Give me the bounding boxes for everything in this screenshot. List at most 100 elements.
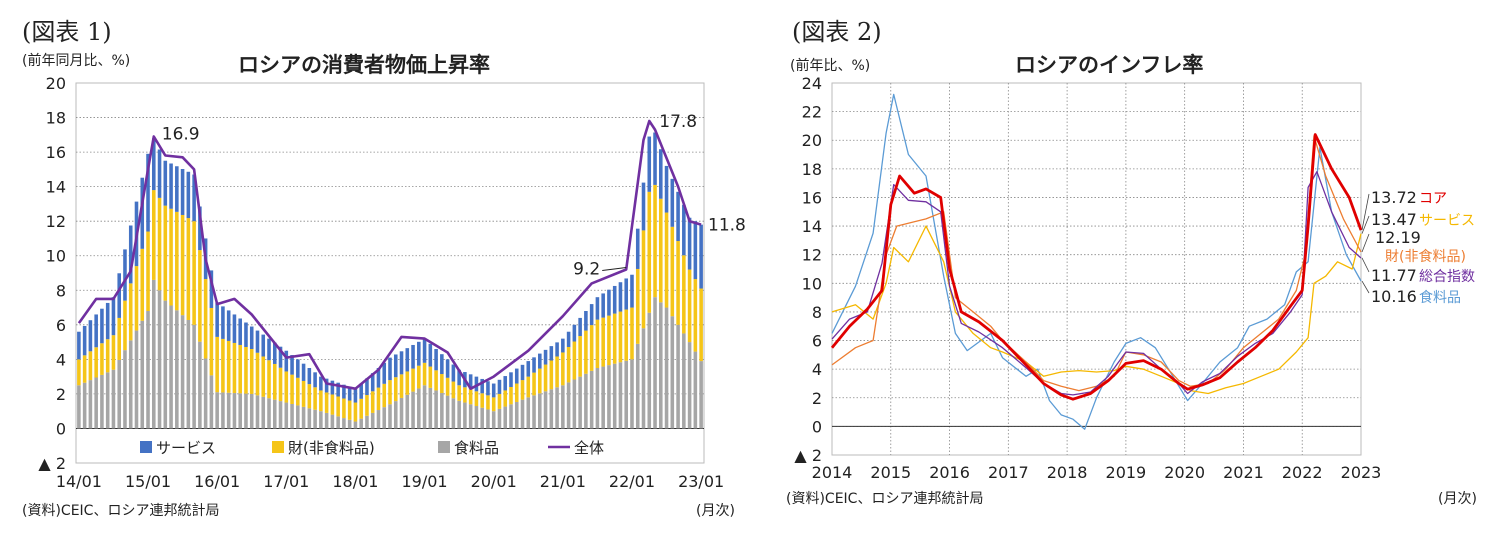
chart2-ytick-label: 8 <box>812 303 822 322</box>
chart1-bar-food <box>664 307 669 429</box>
chart2-line-series <box>831 93 1362 430</box>
chart1-bar-goods <box>618 311 623 363</box>
chart1-bar-services <box>244 322 248 347</box>
chart1-ytick-label: 8 <box>56 281 66 300</box>
chart1-bar-food <box>151 279 156 429</box>
chart1-bar-food <box>509 404 513 429</box>
chart2-xtick-label: 2017 <box>988 463 1029 482</box>
chart2-end-value: 12.19 <box>1375 228 1421 247</box>
chart1-bar-food <box>451 398 456 429</box>
chart1-bar-goods <box>538 368 542 394</box>
chart1-bar-food <box>163 300 168 429</box>
chart1-bar-food <box>353 421 358 429</box>
chart1-bar-goods <box>290 374 294 404</box>
chart1-bar-services <box>278 346 283 368</box>
chart1-bar-services <box>491 383 496 398</box>
chart1-bar-goods <box>140 248 145 321</box>
chart1-bar-goods <box>520 380 525 400</box>
chart1-bar-services <box>589 304 594 326</box>
chart1-bar-goods <box>296 377 300 406</box>
chart1-bar-services <box>169 163 173 209</box>
chart1-ytick-label: 16 <box>46 143 66 162</box>
chart1-bar-services <box>480 378 484 394</box>
chart2-end-leader <box>1361 257 1370 273</box>
chart1-bar-food <box>365 415 369 429</box>
chart1-bar-services <box>226 310 231 341</box>
chart1-bar-goods <box>319 390 323 412</box>
chart1-bar-goods <box>278 367 283 402</box>
chart1-bar-food <box>405 394 410 429</box>
chart1-bar-food <box>682 333 686 429</box>
chart1-bar-goods <box>347 400 352 420</box>
chart1-bar-food <box>140 320 145 429</box>
chart1-bar-services <box>319 376 323 391</box>
chart1-bar-goods <box>123 300 127 351</box>
chart1-ytick-label: 0 <box>56 419 66 438</box>
chart1-bar-goods <box>163 205 168 301</box>
chart1-bar-goods <box>94 347 98 378</box>
chart1-bar-services <box>272 342 277 364</box>
chart1-bar-food <box>376 410 381 429</box>
chart1-bar-services <box>82 325 87 356</box>
chart1-bar-food <box>670 316 675 429</box>
chart1-bar-services <box>221 306 225 339</box>
chart2-ytick-label: 10 <box>802 274 822 293</box>
chart2-end-label: コア <box>1419 191 1447 207</box>
chart1-xtick-label: 20/01 <box>471 472 517 491</box>
chart1-ytick-label: 4 <box>56 350 66 369</box>
chart1-legend-swatch-services <box>140 441 152 453</box>
chart1-bar-goods <box>180 214 185 316</box>
chart1-bar-goods <box>589 325 594 371</box>
chart1-bar-services <box>457 369 461 386</box>
chart1-bar-services <box>347 386 352 401</box>
chart1-bar-services <box>664 165 669 213</box>
chart1-bar-goods <box>543 364 548 392</box>
chart1-bar-goods <box>411 368 415 392</box>
chart1-bar-goods <box>249 349 254 394</box>
chart2-ytick-label: 6 <box>812 332 822 351</box>
chart1-bar-services <box>635 228 640 269</box>
chart1-bar-services <box>261 334 266 357</box>
chart1-bar-services <box>411 344 415 369</box>
chart1-bar-goods <box>486 395 490 410</box>
chart1-bar-services <box>566 331 571 347</box>
chart1-bar-services <box>417 341 421 366</box>
chart1-bar-food <box>313 409 317 429</box>
chart2-end-leader <box>1361 280 1370 294</box>
chart1-bar-goods <box>209 307 214 376</box>
chart1-bar-goods <box>169 208 173 306</box>
chart1-bar-goods <box>146 231 150 311</box>
chart2-ytick-label: 22 <box>802 103 822 122</box>
chart1-bar-services <box>399 351 404 375</box>
chart1-bar-services <box>451 364 456 382</box>
chart1-bar-goods <box>653 184 657 298</box>
chart1-bar-food <box>555 387 559 429</box>
chart1-bar-goods <box>601 317 605 367</box>
chart1-ytick-label: 20 <box>46 74 66 93</box>
chart1-bar-goods <box>647 191 652 313</box>
chart1-bar-food <box>653 297 657 429</box>
chart1-bar-food <box>88 380 93 429</box>
chart1-bar-goods <box>463 387 467 403</box>
chart1-bar-goods <box>440 374 444 394</box>
chart1-bar-goods <box>353 402 358 422</box>
chart1-bar-food <box>566 382 571 429</box>
chart1-bar-goods <box>272 363 277 400</box>
chart1-bar-food <box>445 395 450 429</box>
chart2-xtick-label: 2015 <box>870 463 911 482</box>
chart2-xtick-label: 2021 <box>1223 463 1264 482</box>
chart1-bar-services <box>123 249 127 301</box>
chart1-bar-goods <box>370 391 375 413</box>
chart1-bar-food <box>198 341 202 429</box>
chart1-bar-food <box>659 302 663 429</box>
chart1-bar-services <box>128 225 133 284</box>
chart1-bar-goods <box>428 366 433 388</box>
chart1-bar-food <box>428 387 433 429</box>
chart1-bar-services <box>324 378 329 393</box>
chart1-bar-services <box>612 285 617 314</box>
chart1-bar-services <box>624 278 629 310</box>
chart1-bar-food <box>618 362 623 429</box>
chart1-bar-goods <box>578 336 582 377</box>
chart1-bar-services <box>249 326 254 349</box>
